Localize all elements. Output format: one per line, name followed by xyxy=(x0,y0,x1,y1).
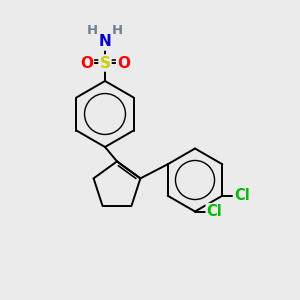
Text: O: O xyxy=(80,56,93,70)
Text: N: N xyxy=(99,34,111,50)
Text: H: H xyxy=(87,24,98,37)
Text: Cl: Cl xyxy=(234,188,250,203)
Text: S: S xyxy=(100,56,110,70)
Text: H: H xyxy=(112,24,123,37)
Text: O: O xyxy=(117,56,130,70)
Text: Cl: Cl xyxy=(207,204,222,219)
